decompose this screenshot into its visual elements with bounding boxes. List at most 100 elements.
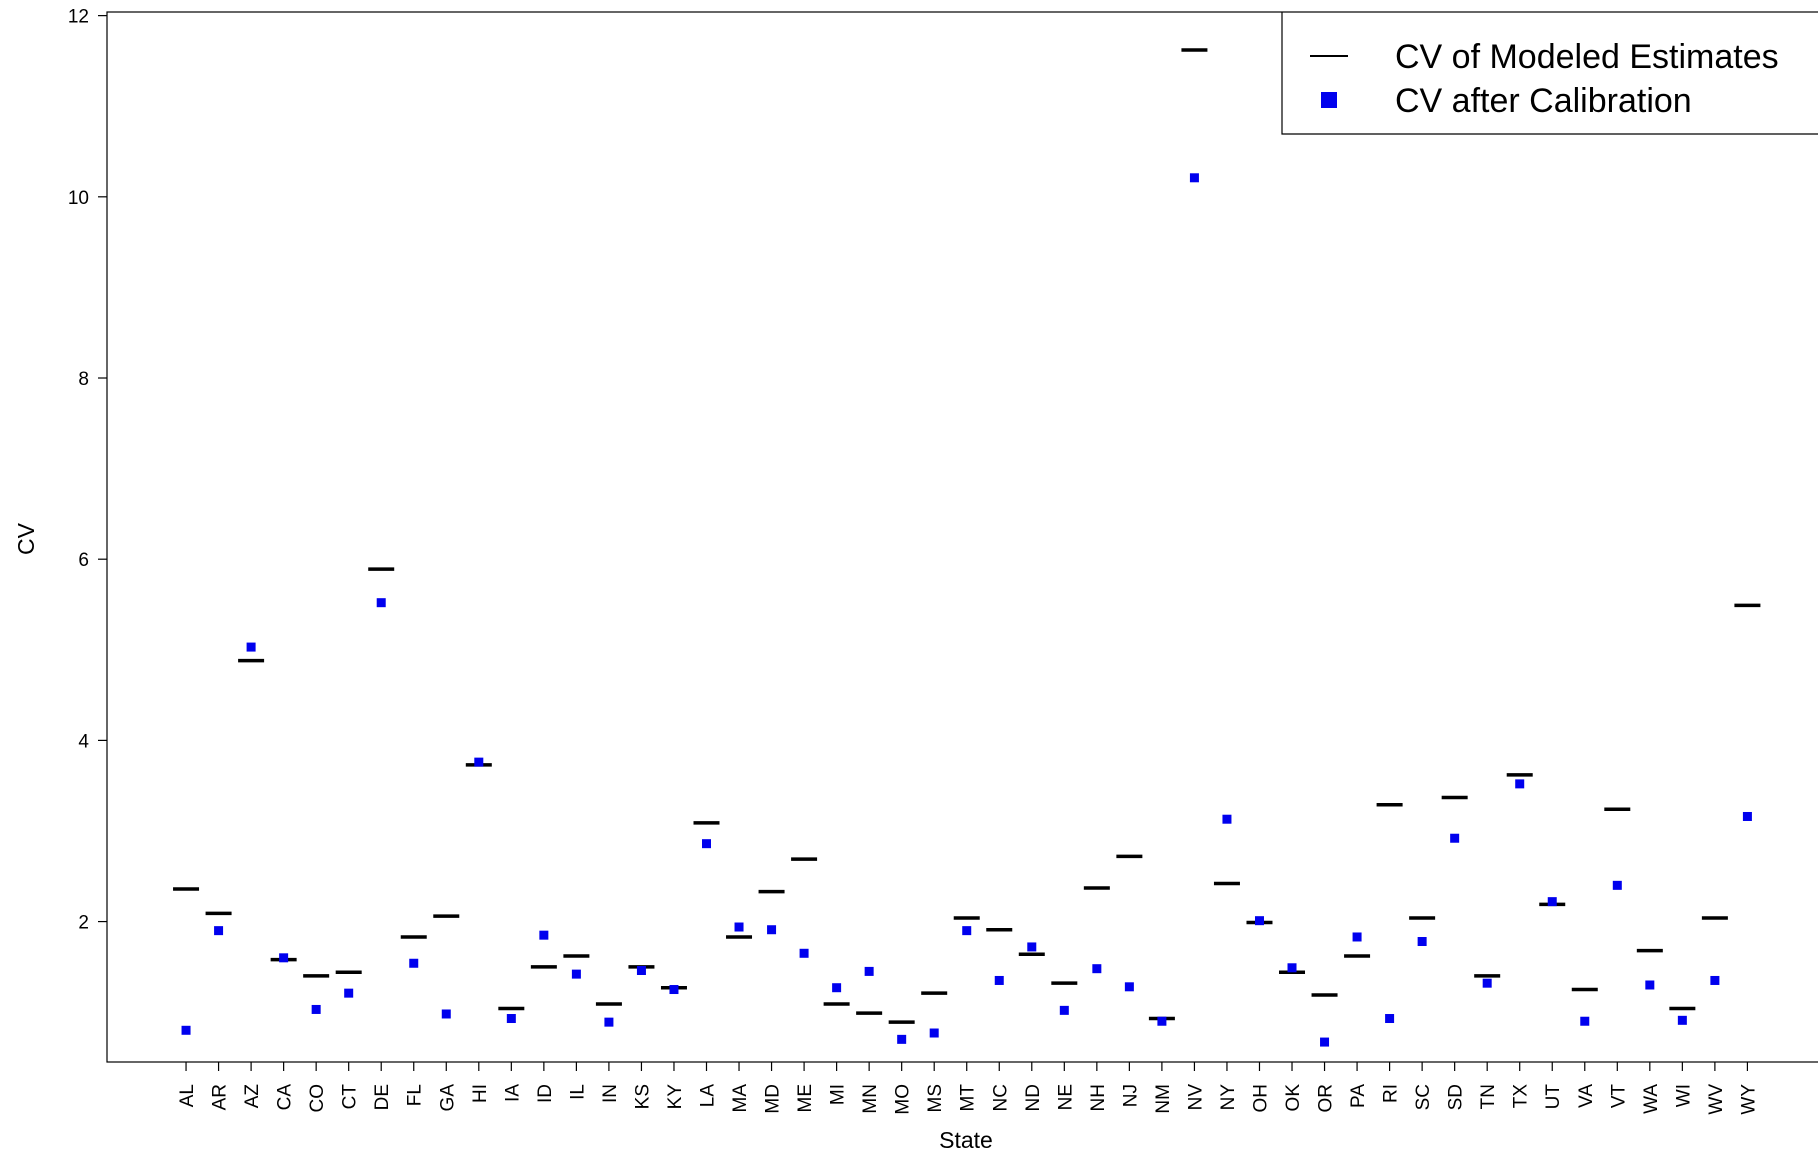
x-tick-label: NV <box>1185 1084 1206 1111</box>
square-marker <box>669 985 679 995</box>
square-marker <box>246 642 256 652</box>
x-tick-label: NE <box>1055 1084 1076 1110</box>
x-tick-label: AL <box>177 1084 198 1107</box>
x-tick-label: CA <box>275 1084 296 1111</box>
x-tick-label: RI <box>1381 1084 1402 1103</box>
square-marker <box>897 1034 907 1044</box>
square-marker <box>994 975 1004 985</box>
square-marker <box>409 958 419 968</box>
square-marker <box>962 926 972 936</box>
square-marker <box>1157 1016 1167 1026</box>
square-marker <box>376 598 386 608</box>
square-marker <box>1092 964 1102 974</box>
square-marker <box>832 983 842 993</box>
x-tick-label: CO <box>307 1084 328 1113</box>
y-tick-label: 10 <box>68 188 89 209</box>
square-marker <box>1124 982 1134 992</box>
square-marker <box>702 839 712 849</box>
square-marker <box>571 969 581 979</box>
x-tick-label: MA <box>730 1084 751 1113</box>
square-marker <box>1547 897 1557 907</box>
x-tick-label: ND <box>1023 1084 1044 1111</box>
square-marker <box>441 1009 451 1019</box>
square-marker <box>636 965 646 975</box>
square-marker <box>1742 811 1752 821</box>
x-tick-label: NJ <box>1120 1084 1141 1107</box>
x-tick-label: WY <box>1738 1084 1759 1115</box>
square-marker <box>1385 1014 1395 1024</box>
x-tick-label: CT <box>340 1084 361 1110</box>
x-tick-label: VA <box>1576 1084 1597 1108</box>
square-marker <box>539 930 549 940</box>
x-tick-label: DE <box>372 1084 393 1110</box>
x-tick-label: MN <box>860 1084 881 1114</box>
square-marker <box>1027 942 1037 952</box>
x-tick-label: WV <box>1706 1084 1727 1115</box>
square-marker <box>1710 975 1720 985</box>
square-marker <box>279 953 289 963</box>
x-tick-label: HI <box>470 1084 491 1103</box>
y-tick-label: 2 <box>78 913 89 934</box>
square-marker <box>1059 1005 1069 1015</box>
square-marker <box>1482 978 1492 988</box>
x-tick-label: TN <box>1478 1084 1499 1109</box>
x-tick-label: NY <box>1218 1084 1239 1111</box>
x-tick-label: FL <box>405 1084 426 1106</box>
x-tick-label: MD <box>763 1084 784 1114</box>
x-tick-label: MO <box>893 1084 914 1115</box>
x-tick-label: ID <box>535 1084 556 1103</box>
x-tick-label: TX <box>1511 1084 1532 1109</box>
legend-label: CV after Calibration <box>1395 82 1692 120</box>
x-tick-label: IN <box>600 1084 621 1103</box>
x-tick-label: IL <box>567 1084 588 1100</box>
y-axis-label: CV <box>13 522 39 555</box>
legend-label: CV of Modeled Estimates <box>1395 38 1779 76</box>
x-tick-label: NM <box>1153 1084 1174 1114</box>
x-tick-label: WA <box>1641 1084 1662 1114</box>
x-tick-label: MT <box>958 1084 979 1112</box>
square-marker <box>1612 880 1622 890</box>
x-tick-label: WI <box>1673 1084 1694 1107</box>
square-marker <box>1189 173 1199 183</box>
y-tick-label: 6 <box>78 550 89 571</box>
square-marker <box>1450 833 1460 843</box>
square-marker <box>1320 1037 1330 1047</box>
square-marker <box>214 926 224 936</box>
square-marker <box>506 1014 516 1024</box>
square-marker <box>929 1028 939 1038</box>
square-marker <box>767 925 777 935</box>
square-marker <box>474 757 484 767</box>
x-tick-label: GA <box>437 1084 458 1112</box>
legend-box <box>1281 12 1818 135</box>
x-tick-label: IA <box>502 1084 523 1102</box>
square-marker <box>1580 1016 1590 1026</box>
square-marker <box>1515 779 1525 789</box>
plot-frame <box>106 11 1818 1063</box>
legend-swatch <box>1321 92 1337 108</box>
x-tick-label: OK <box>1283 1084 1304 1112</box>
x-tick-label: OR <box>1316 1084 1337 1113</box>
square-marker <box>799 948 809 958</box>
x-tick-label: KY <box>665 1084 686 1110</box>
x-tick-label: MI <box>828 1084 849 1105</box>
square-marker <box>604 1017 614 1027</box>
square-marker <box>1287 963 1297 973</box>
square-marker <box>1352 932 1362 942</box>
square-marker <box>734 922 744 932</box>
y-tick-label: 8 <box>78 369 89 390</box>
x-tick-label: UT <box>1543 1084 1564 1110</box>
square-marker <box>1254 916 1264 926</box>
square-marker <box>311 1004 321 1014</box>
x-tick-label: OH <box>1250 1084 1271 1113</box>
x-tick-label: NC <box>990 1084 1011 1111</box>
x-tick-label: PA <box>1348 1084 1369 1108</box>
x-tick-label: NH <box>1088 1084 1109 1111</box>
square-marker <box>1645 980 1655 990</box>
x-tick-label: AZ <box>242 1084 263 1109</box>
x-tick-label: LA <box>698 1084 719 1108</box>
y-tick-label: 12 <box>68 7 89 28</box>
y-tick-label: 4 <box>78 731 89 752</box>
x-tick-label: MS <box>925 1084 946 1113</box>
square-marker <box>1222 814 1232 824</box>
